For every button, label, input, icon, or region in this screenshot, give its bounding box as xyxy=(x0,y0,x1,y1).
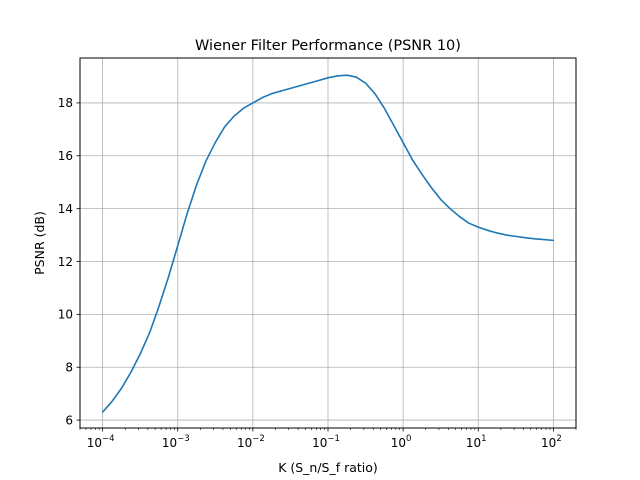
y-axis-label: PSNR (dB) xyxy=(32,211,47,275)
y-tick-label: 6 xyxy=(65,413,73,427)
chart-title: Wiener Filter Performance (PSNR 10) xyxy=(195,38,461,54)
y-axis: 6 8 10 12 14 16 18 xyxy=(58,96,80,427)
x-tick-label: 10−4 xyxy=(87,434,115,450)
x-tick-label: 10−2 xyxy=(237,434,265,450)
line-layer xyxy=(101,74,555,413)
x-tick-label: 101 xyxy=(466,434,487,450)
x-tick-label: 100 xyxy=(391,434,412,450)
y-tick-label: 18 xyxy=(58,96,73,110)
y-tick-label: 16 xyxy=(58,149,73,163)
y-tick-label: 10 xyxy=(58,308,73,322)
grid xyxy=(80,58,576,428)
x-axis: 10−4 10−3 10−2 10−1 100 101 102 xyxy=(79,428,577,450)
x-tick-label: 10−3 xyxy=(162,434,190,450)
x-axis-label: K (S_n/S_f ratio) xyxy=(278,460,378,475)
y-tick-label: 14 xyxy=(58,202,73,216)
y-tick-label: 8 xyxy=(65,361,73,375)
x-tick-label: 102 xyxy=(541,434,562,450)
y-tick-label: 12 xyxy=(58,255,73,269)
x-tick-label: 10−1 xyxy=(312,434,340,450)
series-line xyxy=(101,74,555,413)
